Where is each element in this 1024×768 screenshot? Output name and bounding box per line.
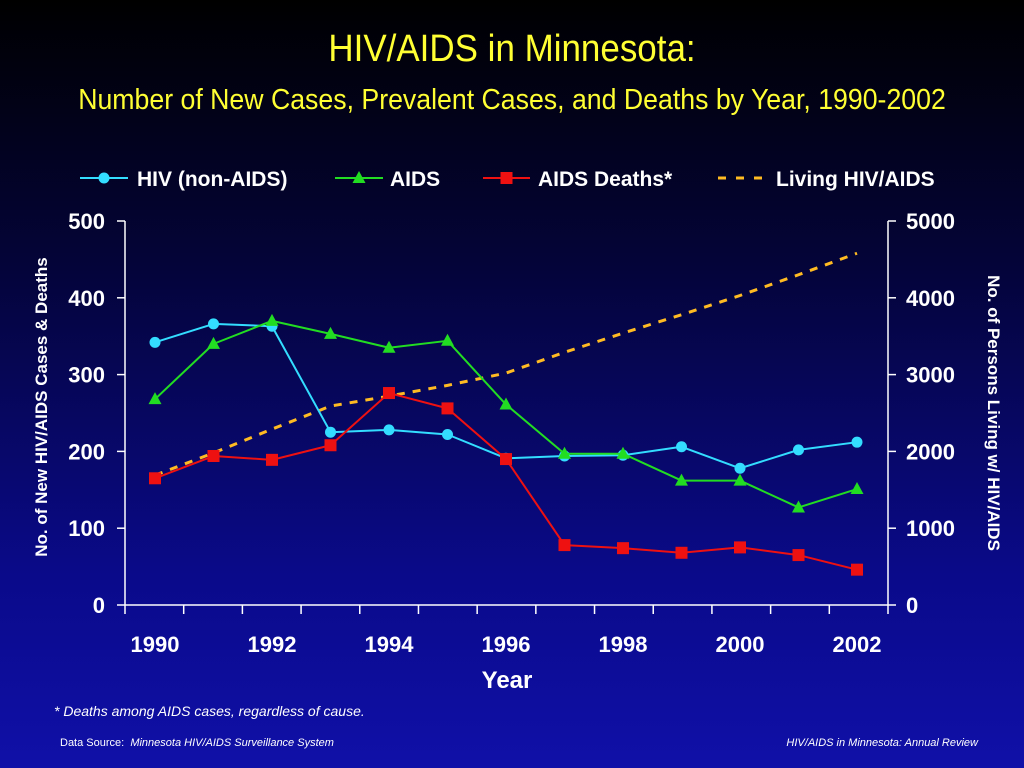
y-tick-label: 200: [68, 439, 105, 464]
data-point: [734, 462, 746, 474]
data-point: [383, 424, 395, 436]
series-hiv-non-aids: [149, 318, 863, 474]
series-aids-deaths: [149, 387, 863, 576]
y2-tick-label: 0: [906, 593, 918, 618]
data-point: [792, 549, 805, 562]
legend-item-aids-deaths: AIDS Deaths*: [483, 168, 673, 191]
legend-label: HIV (non-AIDS): [137, 168, 287, 191]
series-line: [154, 319, 858, 509]
data-point: [500, 453, 512, 466]
data-point: [616, 446, 630, 459]
y-axis-label: No. of New HIV/AIDS Cases & Deaths: [32, 257, 51, 556]
data-point: [207, 336, 220, 349]
data-point: [851, 436, 863, 448]
y-tick-label: 100: [68, 516, 105, 541]
y2-tick-label: 3000: [906, 363, 955, 388]
y2-tick-label: 4000: [906, 286, 955, 311]
data-point: [617, 542, 629, 555]
x-tick-label: 1992: [248, 632, 297, 657]
data-point: [441, 402, 454, 415]
data-point: [148, 392, 162, 405]
y2-tick-label: 2000: [906, 439, 955, 464]
x-tick-label: 2000: [716, 632, 765, 657]
annual-review-label: HIV/AIDS in Minnesota: Annual Review: [786, 737, 978, 749]
footnote: * Deaths among AIDS cases, regardless of…: [54, 703, 365, 719]
data-point: [675, 473, 688, 486]
x-axis-label: Year: [482, 667, 533, 694]
data-point: [441, 333, 454, 346]
y-tick-label: 500: [68, 209, 105, 234]
data-source: Data Source: Minnesota HIV/AIDS Surveill…: [60, 737, 334, 749]
legend-label: AIDS Deaths*: [538, 168, 673, 191]
data-point: [266, 453, 278, 466]
series-line: [154, 322, 858, 470]
series-living-hiv-aids: [154, 251, 858, 477]
data-point: [442, 429, 453, 441]
series-line: [154, 392, 858, 571]
legend-item-living-hiv-aids: Living HIV/AIDS: [718, 168, 935, 191]
x-tick-label: 1998: [599, 632, 648, 657]
data-point: [558, 446, 571, 459]
data-point: [325, 426, 336, 438]
x-tick-label: 1996: [482, 632, 531, 657]
y-tick-label: 0: [93, 593, 105, 618]
data-point: [265, 313, 279, 326]
y2-tick-label: 1000: [906, 516, 955, 541]
data-source-value: Minnesota HIV/AIDS Surveillance System: [130, 737, 334, 749]
data-point: [499, 397, 513, 410]
x-tick-label: 1990: [131, 632, 180, 657]
data-point: [208, 318, 219, 330]
legend-item-hiv-non-aids: HIV (non-AIDS): [80, 168, 287, 191]
data-point: [382, 340, 396, 353]
axes: 0100200300400500010002000300040005000199…: [68, 209, 955, 657]
data-point: [352, 171, 366, 183]
x-tick-label: 2002: [833, 632, 882, 657]
y2-tick-label: 5000: [906, 209, 955, 234]
data-point: [851, 563, 863, 576]
data-point: [324, 439, 337, 452]
x-tick-label: 1994: [365, 632, 415, 657]
data-point: [676, 441, 687, 453]
chart-title: HIV/AIDS in Minnesota:: [328, 28, 696, 70]
data-point: [149, 472, 161, 485]
data-point: [850, 482, 864, 495]
y2-axis-label: No. of Persons Living w/ HIV/AIDS: [984, 275, 1003, 551]
data-point: [733, 473, 747, 486]
legend-label: AIDS: [390, 168, 440, 191]
data-point: [383, 387, 395, 400]
data-point: [149, 336, 161, 348]
y-tick-label: 300: [68, 363, 105, 388]
series-line: [154, 251, 858, 477]
legend-item-aids: AIDS: [335, 168, 440, 191]
series-layer: [148, 251, 864, 576]
data-point: [207, 450, 220, 463]
data-source-label: Data Source:: [60, 737, 125, 749]
series-aids: [148, 313, 864, 513]
data-point: [324, 326, 337, 339]
data-point: [792, 500, 805, 513]
data-point: [793, 444, 804, 456]
data-point: [734, 541, 746, 554]
data-point: [558, 539, 571, 552]
legend: HIV (non-AIDS) AIDS AIDS Deaths* Living HIV…: [80, 168, 935, 191]
chart-subtitle: Number of New Cases, Prevalent Cases, an…: [78, 84, 946, 116]
data-point: [98, 172, 110, 184]
data-point: [500, 172, 513, 184]
legend-label: Living HIV/AIDS: [776, 168, 935, 191]
data-point: [675, 546, 688, 559]
y-tick-label: 400: [68, 286, 105, 311]
